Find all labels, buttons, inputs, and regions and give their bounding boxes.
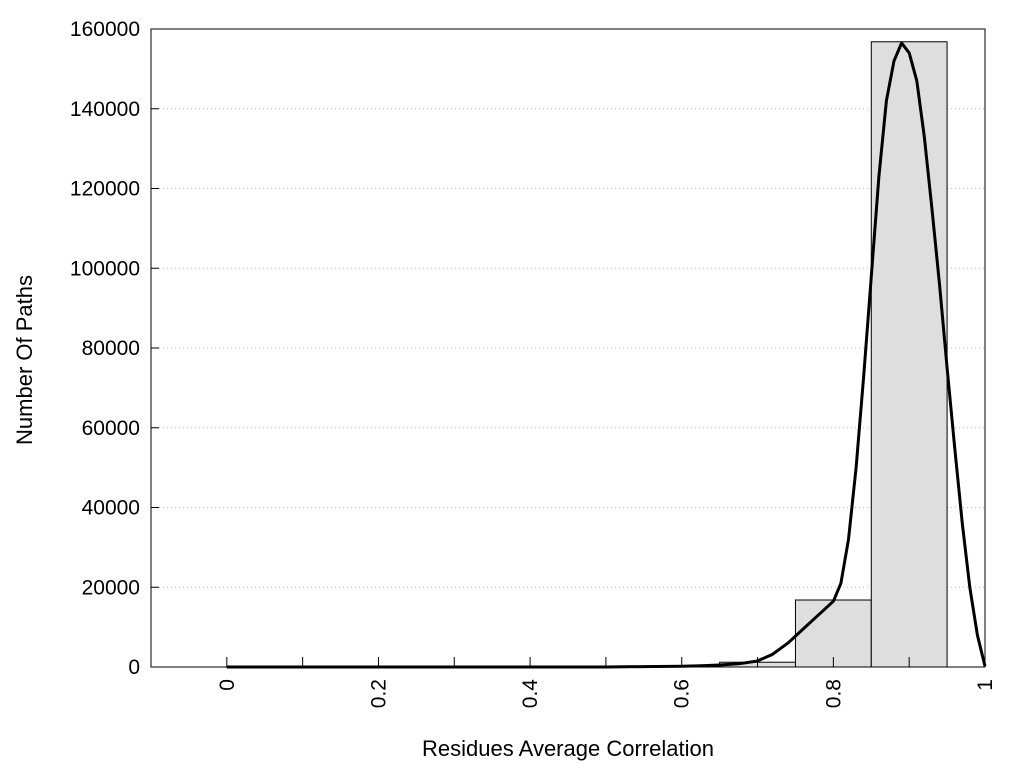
histogram-bar	[870, 41, 948, 668]
x-tick-label: 0.8	[822, 679, 845, 708]
bars	[188, 41, 948, 668]
y-tick-label: 100000	[70, 257, 140, 280]
y-axis-title: Number Of Paths	[12, 275, 37, 445]
histogram-bar	[794, 599, 872, 668]
y-tick-label: 40000	[82, 497, 140, 520]
y-axis-ticks: 0 20000 40000 60000 80000 100000 120000 140000 1…	[70, 18, 159, 679]
x-tick-label: 0.4	[519, 679, 542, 709]
y-tick-label: 80000	[82, 337, 140, 360]
x-tick-label: 0	[216, 679, 239, 691]
x-tick-label: 1	[974, 679, 997, 691]
x-axis-ticks: 0 0.2 0.4 0.6 0.8 1	[216, 657, 997, 708]
x-tick-label: 0.2	[367, 679, 390, 708]
y-tick-label: 60000	[82, 417, 140, 440]
gridlines	[151, 108, 985, 588]
fit-curve	[226, 41, 987, 669]
y-tick-label: 160000	[70, 18, 140, 41]
y-tick-label: 120000	[70, 178, 140, 201]
x-tick-label: 0.6	[671, 679, 694, 708]
y-tick-label: 20000	[82, 576, 140, 599]
y-tick-label: 140000	[70, 98, 140, 121]
x-axis-title: Residues Average Correlation	[422, 736, 714, 761]
fit-curve-line	[226, 41, 987, 669]
y-tick-label: 0	[128, 656, 140, 679]
